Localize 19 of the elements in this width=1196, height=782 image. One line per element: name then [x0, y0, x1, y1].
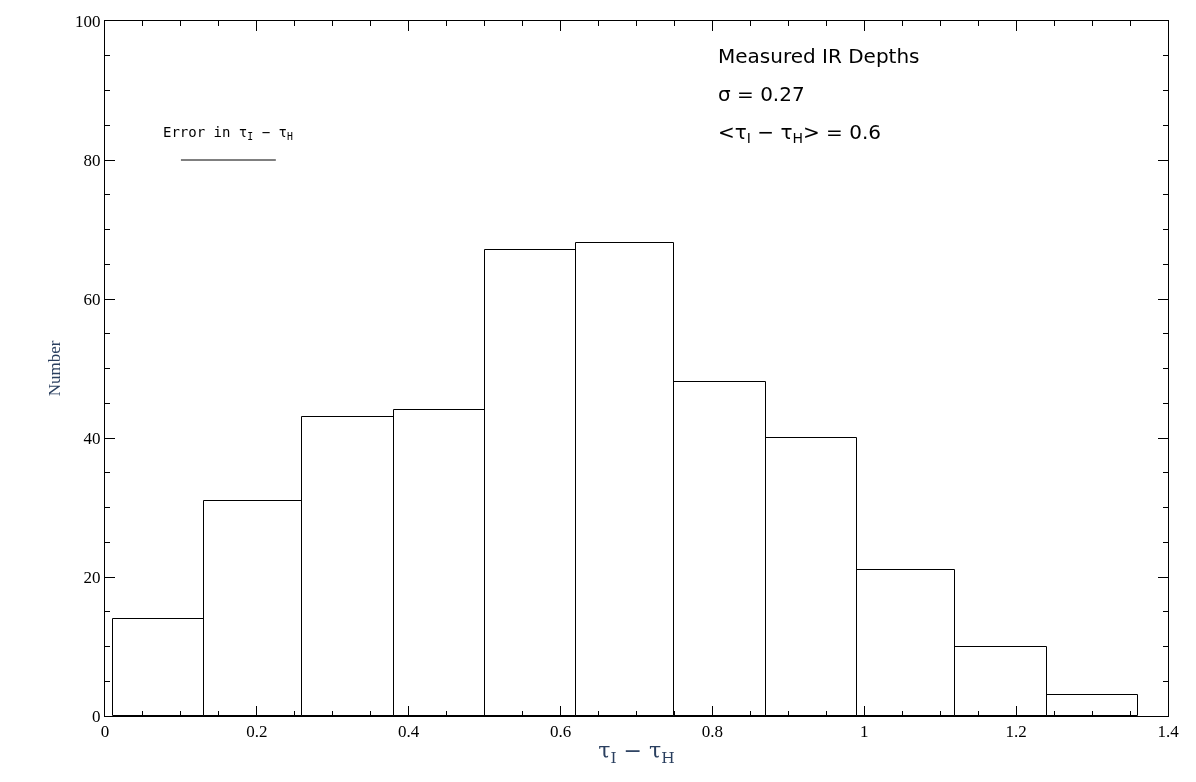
y-tick-label: 40 — [83, 428, 101, 448]
y-tick-label: 60 — [83, 289, 101, 309]
x-tick-label: 0.2 — [246, 722, 268, 742]
y-tick-label: 100 — [75, 11, 101, 31]
x-tick-label: 1.2 — [1005, 722, 1027, 742]
y-tick-label: 20 — [83, 567, 101, 587]
annotation: Measured IR Depths — [718, 44, 920, 68]
x-axis-title: τ$_{I}$ − τ$_{H}$ — [598, 738, 675, 767]
annotation: <τ$_{I}$ − τ$_{H}$> = 0.6 — [718, 120, 882, 147]
x-tick-label: 1 — [860, 722, 869, 742]
y-tick-label: 80 — [83, 150, 101, 170]
y-tick-label: 0 — [92, 706, 101, 726]
annotation: σ = 0.27 — [718, 82, 805, 106]
x-tick-label: 0.6 — [549, 722, 572, 742]
x-tick-label: 0.4 — [398, 722, 420, 742]
annotation: Error in τ$_{I}$ − τ$_{H}$ — [163, 124, 293, 142]
x-tick-label: 1.4 — [1157, 722, 1180, 742]
x-tick-label: 0.8 — [701, 722, 724, 742]
y-axis-title: Number — [44, 340, 64, 397]
